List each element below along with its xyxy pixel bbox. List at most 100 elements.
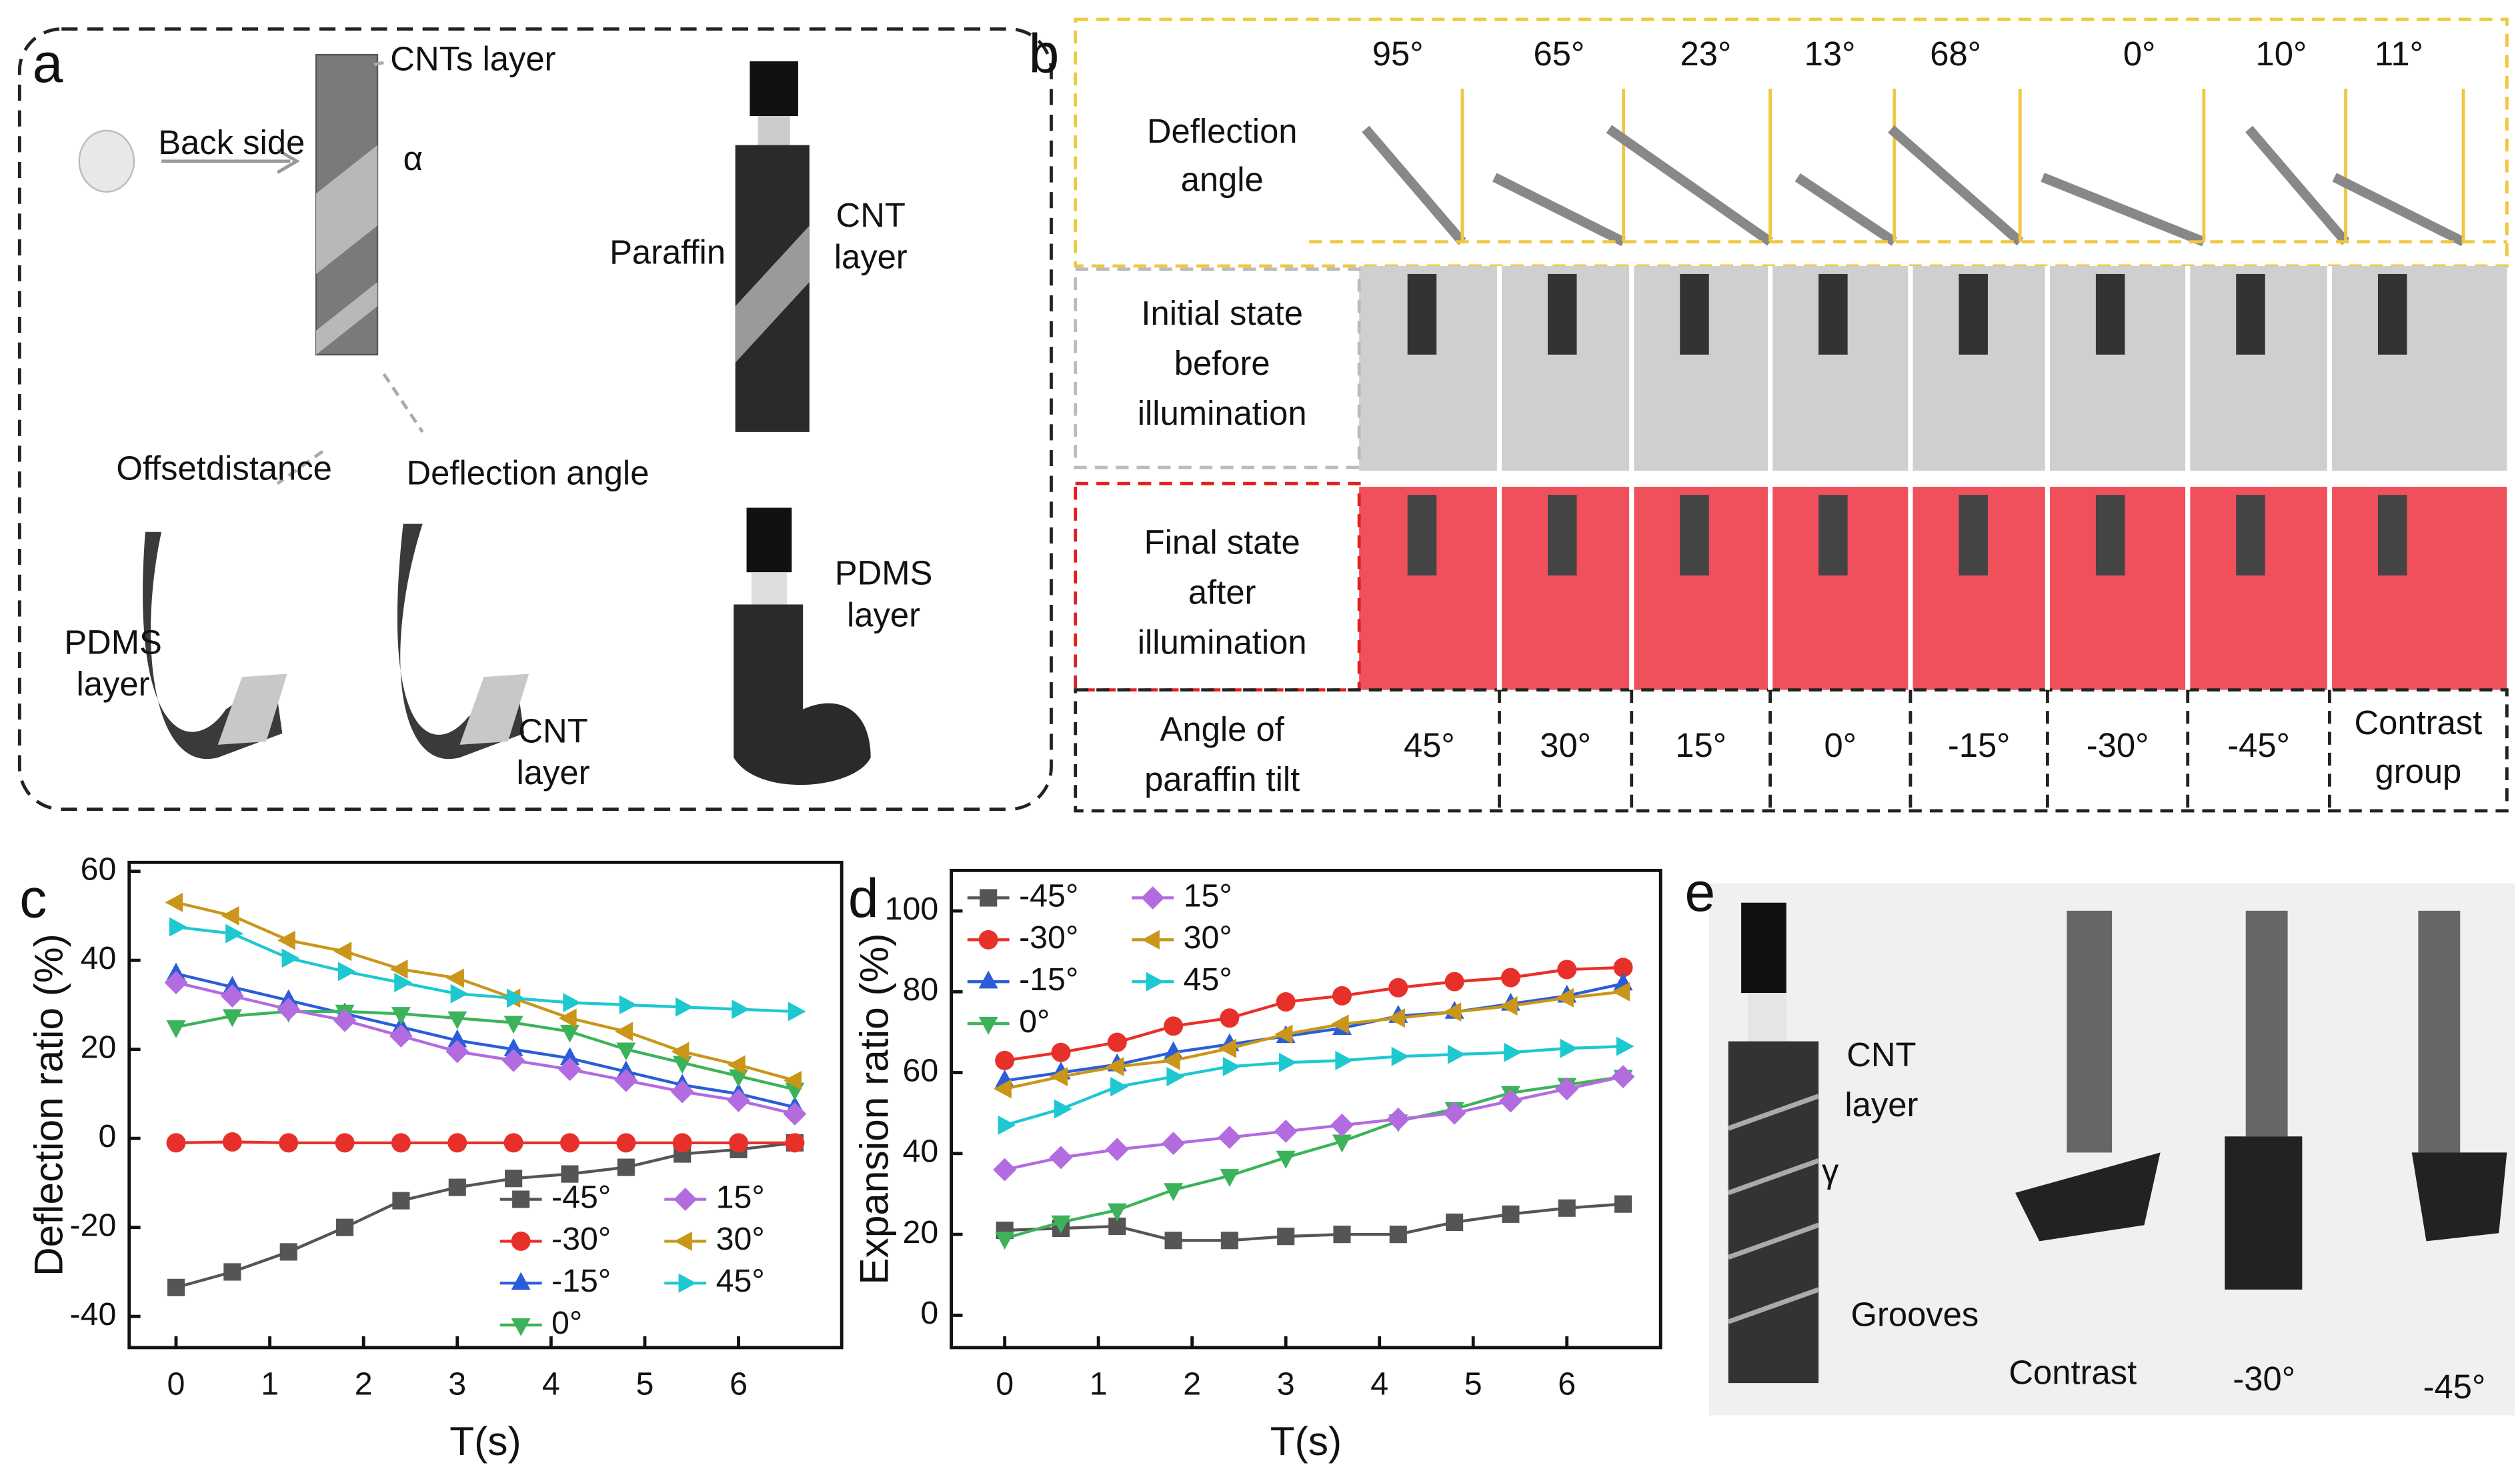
tilt-angle: 15° (1675, 726, 1726, 764)
marker (1220, 1232, 1238, 1250)
marker (1107, 1203, 1127, 1222)
annotation: Back side (158, 123, 305, 161)
marker (277, 930, 295, 950)
panel-e-drawing (1727, 902, 2507, 1384)
marker (333, 942, 352, 962)
marker (391, 1133, 411, 1153)
marker (1105, 1138, 1129, 1162)
marker (164, 971, 188, 994)
marker (1560, 1038, 1578, 1058)
marker (1333, 1226, 1351, 1244)
annotation: -30° (2233, 1360, 2295, 1398)
marker (501, 1048, 525, 1072)
marker (1446, 1213, 1464, 1232)
marker (1558, 1199, 1576, 1217)
marker (279, 1243, 297, 1261)
x-tick-label: 0 (996, 1366, 1014, 1402)
row-label: paraffin tilt (1144, 760, 1300, 798)
sample-photo (1818, 495, 1848, 576)
marker (1556, 988, 1574, 1008)
sample-photo (1407, 273, 1437, 355)
annotation: PDMS (64, 623, 162, 661)
marker (1049, 1146, 1073, 1170)
row-label: illumination (1138, 394, 1307, 432)
series-line (1004, 990, 1624, 1090)
marker (1164, 1016, 1184, 1036)
sample-strip (2041, 173, 2206, 247)
x-tick-label: 2 (1183, 1366, 1201, 1402)
sample-photo (2095, 273, 2125, 355)
marker (165, 892, 183, 912)
y-tick-label: 40 (81, 940, 117, 976)
series-line (175, 925, 795, 1014)
marker (1500, 968, 1520, 988)
annotation: α (403, 139, 423, 177)
marker (392, 1192, 410, 1210)
series-line (1004, 1075, 1624, 1240)
marker (389, 1024, 413, 1048)
sample-photo (2095, 495, 2125, 576)
marker (1218, 1038, 1237, 1058)
marker (1274, 1024, 1293, 1044)
marker (559, 1047, 579, 1066)
marker (559, 1133, 579, 1153)
sample-strip (2245, 125, 2350, 245)
y-axis-title: Expansion ratio (%) (851, 934, 896, 1285)
sample-strip (1888, 125, 2024, 246)
sample-photo (2377, 273, 2407, 355)
marker (783, 1102, 807, 1126)
marker (1276, 1150, 1296, 1169)
series-line (175, 1140, 795, 1145)
x-tick-label: 6 (730, 1366, 748, 1402)
annotation: layer (1844, 1086, 1918, 1124)
y-tick-label: 100 (885, 891, 939, 927)
marker (1612, 982, 1630, 1002)
x-tick-label: 4 (1370, 1366, 1388, 1402)
y-tick-label: -20 (70, 1207, 117, 1243)
deflection-angle: 13° (1804, 35, 1856, 73)
sample-photo (1407, 495, 1437, 576)
panel-b-frame-red (1074, 481, 1361, 692)
series-line (1004, 966, 1624, 1062)
row-label: Initial state (1141, 294, 1303, 332)
tilt-angle: 0° (1824, 726, 1856, 764)
marker (1442, 1101, 1466, 1125)
x-tick-label: 1 (261, 1366, 279, 1402)
panel-a-frame (17, 27, 1053, 811)
y-tick-label: 60 (902, 1052, 938, 1088)
marker (391, 1007, 411, 1025)
series-line (175, 1010, 796, 1091)
marker (221, 906, 239, 926)
marker (394, 973, 413, 993)
legend-marker (512, 1190, 530, 1208)
marker (1447, 1044, 1466, 1064)
annotation: layer (516, 754, 589, 792)
marker (1162, 1132, 1185, 1156)
marker (1613, 958, 1633, 978)
y-axis-title: Deflection ratio (%) (26, 934, 71, 1276)
y-tick-label: 20 (902, 1214, 938, 1250)
y-tick-label: -40 (70, 1296, 117, 1332)
row-label: Deflection (1147, 112, 1298, 150)
legend-label: 45° (1184, 962, 1232, 998)
plot-frame (127, 860, 844, 1350)
panel-letter: a (33, 33, 63, 94)
tilt-angle: 45° (1404, 726, 1455, 764)
marker (1502, 1205, 1520, 1223)
annotation: CNT (518, 711, 587, 750)
marker (558, 1058, 581, 1082)
marker (1222, 1056, 1241, 1076)
legend-marker (674, 1231, 692, 1251)
marker (505, 1170, 523, 1188)
legend-label: 0° (1019, 1004, 1050, 1040)
sample-photo (1548, 273, 1577, 355)
marker (1330, 1114, 1354, 1137)
annotation: layer (847, 595, 920, 633)
x-tick-label: 5 (636, 1366, 654, 1402)
marker (1279, 1052, 1297, 1072)
marker (1557, 960, 1577, 980)
marker (222, 1009, 242, 1028)
marker (1391, 1046, 1410, 1066)
series-line (175, 972, 796, 1109)
